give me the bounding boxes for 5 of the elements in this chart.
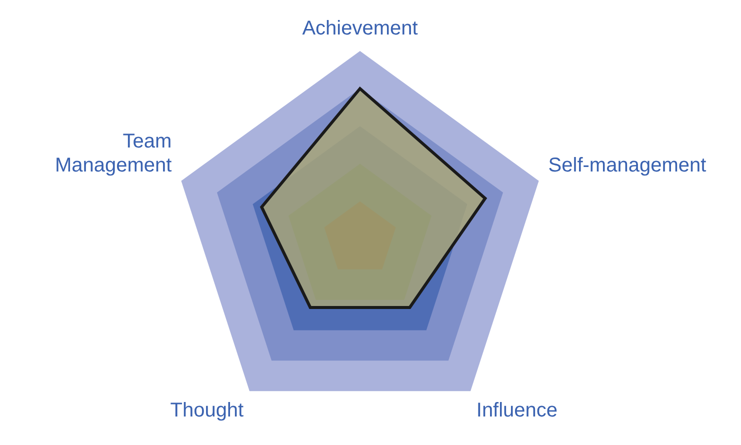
spoke-label: Team Management xyxy=(54,130,172,176)
spoke-label: Self-management xyxy=(548,154,707,176)
spoke-label: Achievement xyxy=(302,18,418,40)
spoke-label: Influence xyxy=(476,400,558,422)
spoke-label: Thought xyxy=(170,400,244,422)
